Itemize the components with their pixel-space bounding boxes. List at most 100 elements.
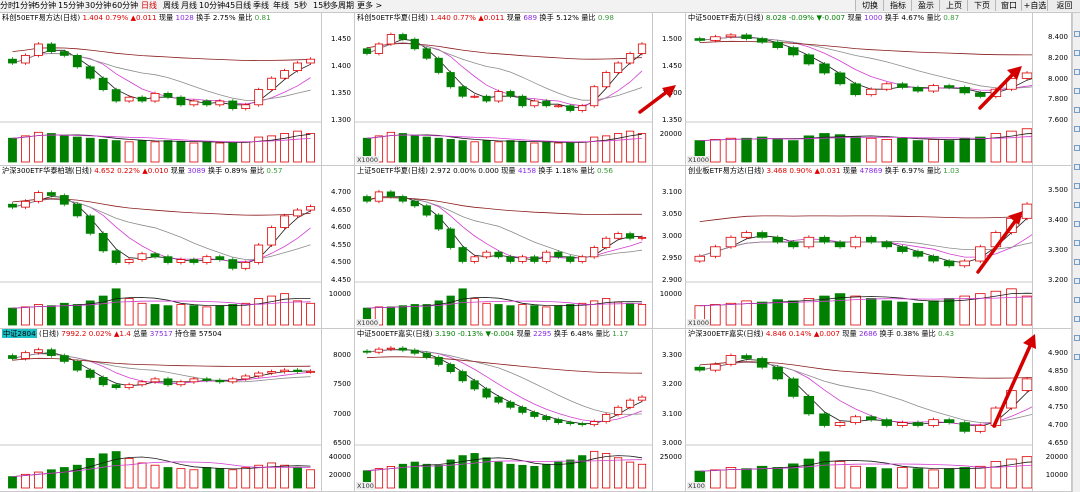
candle [494, 89, 503, 103]
candle [189, 99, 199, 107]
period-tab-13[interactable]: 5秒 [294, 1, 308, 10]
panel-title: 创业板ETF易方达(日线) 3.468 0.90% ▲0.031 现量 4786… [688, 166, 959, 176]
side-tool-icon[interactable] [1074, 354, 1080, 360]
side-tool-icon[interactable] [1074, 88, 1080, 94]
side-tool-icon[interactable] [1074, 278, 1080, 284]
candlestick-chart[interactable] [355, 166, 652, 329]
side-tool-icon[interactable] [1074, 316, 1080, 322]
side-tool-icon[interactable] [1074, 126, 1080, 132]
period-tab-1[interactable]: 1分钟 [15, 1, 37, 10]
ma60-line [699, 214, 1059, 222]
chart-panel-4[interactable]: 上证50ETF华夏(日线) 2.972 0.00% 0.000 现量 4158 … [355, 166, 686, 329]
toolbar-button-3[interactable]: 上页 [939, 0, 968, 11]
candlestick-chart[interactable] [355, 13, 652, 166]
y-tick-label: 3.000 [661, 232, 682, 240]
chart-panel-2[interactable]: 中证500ETF南方(日线) 8.028 -0.09% ▼-0.007 现量 1… [686, 13, 1072, 166]
candle [72, 359, 82, 373]
candle [176, 257, 186, 265]
period-tab-15[interactable]: 多周期 [330, 1, 354, 10]
volume-bar [566, 459, 575, 489]
period-tab-16[interactable]: 更多 > [357, 1, 383, 10]
side-tool-icon[interactable] [1074, 259, 1080, 265]
period-tab-7[interactable]: 周线 [163, 1, 179, 10]
period-tab-9[interactable]: 10分钟 [199, 1, 226, 10]
candlestick-chart[interactable] [686, 329, 1070, 492]
ma5-line [366, 38, 643, 108]
period-tab-12[interactable]: 年线 [273, 1, 289, 10]
side-tool-icon[interactable] [1074, 183, 1080, 189]
volume-bar [21, 306, 30, 326]
y-tick-label: 1.350 [330, 89, 351, 97]
side-tool-icon[interactable] [1074, 297, 1080, 303]
side-tool-icon[interactable] [1074, 202, 1080, 208]
candle [566, 103, 575, 113]
toolbar-button-1[interactable]: 指标 [883, 0, 912, 11]
candle [254, 242, 264, 265]
volume-bar [470, 141, 479, 163]
period-tab-2[interactable]: 5分钟 [35, 1, 57, 10]
period-tab-11[interactable]: 季线 [253, 1, 269, 10]
security-name: 中证2804 [2, 329, 37, 338]
toolbar-button-5[interactable]: 窗口 [995, 0, 1022, 11]
toolbar-button-6[interactable]: +自选 [1021, 0, 1048, 11]
volume-bar [189, 142, 199, 163]
side-tool-icon[interactable] [1074, 107, 1080, 113]
side-tool-icon[interactable] [1074, 240, 1080, 246]
period-tab-0[interactable]: 分时 [0, 1, 16, 10]
candle [293, 61, 302, 73]
period-tab-10[interactable]: 45日线 [225, 1, 252, 10]
candlestick-chart[interactable] [0, 13, 321, 166]
turnover-value: 4.67% [901, 13, 925, 22]
volume-bar [912, 140, 924, 163]
candle [254, 371, 264, 379]
volume-bar [470, 298, 479, 326]
candle [72, 53, 82, 69]
side-tool-icon[interactable] [1074, 50, 1080, 56]
side-tool-icon[interactable] [1074, 335, 1080, 341]
period-tab-8[interactable]: 月线 [181, 1, 197, 10]
side-tool-icon[interactable] [1074, 69, 1080, 75]
candle [362, 349, 372, 355]
side-tool-icon[interactable] [1074, 145, 1080, 151]
volume-bar [865, 137, 877, 163]
chart-panel-8[interactable]: 沪深300ETF嘉实(日线) 4.846 0.14% ▲0.007 现量 268… [686, 329, 1072, 492]
panel-title: 中证500ETF嘉实(日线) 3.190 -0.13% ▼-0.004 现量 2… [357, 329, 628, 339]
volume-bar [111, 140, 121, 163]
candlestick-chart[interactable] [355, 329, 652, 492]
chart-panel-6[interactable]: 中证2804 (日线) 7992.2 0.02% ▲1.4 总量 37517 持… [0, 329, 355, 492]
candle [150, 251, 160, 259]
side-tool-icon[interactable] [1074, 31, 1080, 37]
candlestick-chart[interactable] [0, 166, 321, 329]
volume-bar [990, 133, 1002, 163]
ma20-line [366, 196, 643, 258]
y-tick-label: 4.450 [330, 276, 351, 284]
side-tool-icon[interactable] [1074, 164, 1080, 170]
candlestick-chart[interactable] [686, 13, 1070, 166]
period-tab-14[interactable]: 15秒 [313, 1, 332, 10]
volume-bar [756, 301, 768, 326]
candlestick-chart[interactable] [686, 166, 1070, 329]
toolbar-button-0[interactable]: 切换 [855, 0, 884, 11]
security-name: 中证500ETF南方(日线) [688, 13, 764, 22]
candle [506, 89, 515, 99]
side-tool-icon[interactable] [1074, 221, 1080, 227]
chart-panel-3[interactable]: 沪深300ETF华泰柏瑞(日线) 4.652 0.22% ▲0.010 现量 3… [0, 166, 355, 329]
period-tab-6[interactable]: 日线 [141, 1, 157, 10]
period-tab-5[interactable]: 60分钟 [112, 1, 139, 10]
candlestick-chart[interactable] [0, 329, 321, 492]
volume-bar [306, 469, 315, 489]
y-tick-label: 4.650 [1047, 439, 1068, 447]
volume-bar [725, 137, 737, 163]
chart-panel-0[interactable]: 科创50ETF易方达(日线) 1.404 0.79% ▲0.011 现量 102… [0, 13, 355, 166]
toolbar-button-7[interactable]: 返回 [1047, 0, 1080, 11]
chart-panel-5[interactable]: 创业板ETF易方达(日线) 3.468 0.90% ▲0.031 现量 4786… [686, 166, 1072, 329]
chart-panel-7[interactable]: 中证500ETF嘉实(日线) 3.190 -0.13% ▼-0.004 现量 2… [355, 329, 686, 492]
ratio-label: 量比 [921, 329, 936, 338]
period-tab-4[interactable]: 30分钟 [85, 1, 112, 10]
period-tab-3[interactable]: 15分钟 [58, 1, 85, 10]
chart-panel-1[interactable]: 科创50ETF华夏(日线) 1.440 0.77% ▲0.011 现量 689 … [355, 13, 686, 166]
candle [398, 32, 407, 42]
toolbar-button-2[interactable]: 盈示 [911, 0, 940, 11]
volume-bar [446, 459, 455, 489]
toolbar-button-4[interactable]: 下页 [967, 0, 996, 11]
